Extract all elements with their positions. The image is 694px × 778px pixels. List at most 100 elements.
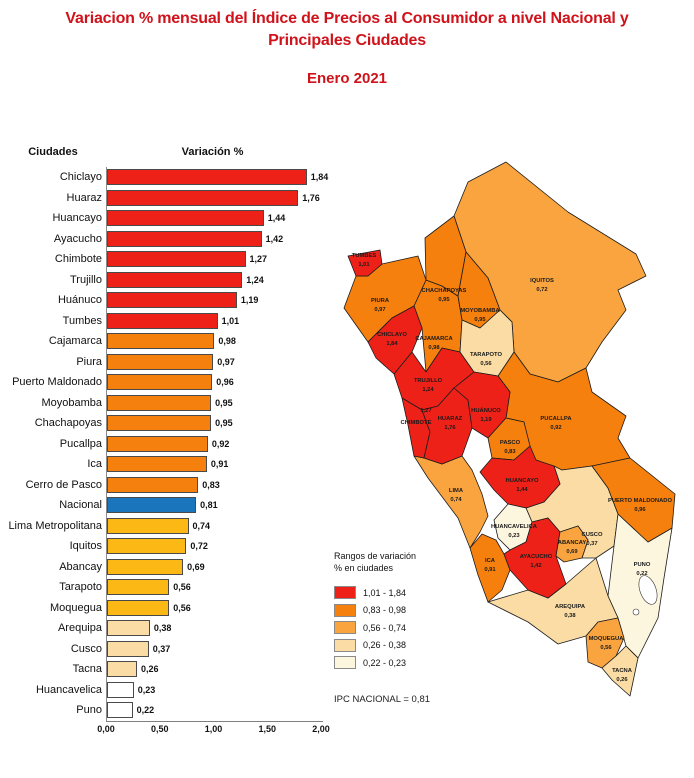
x-tick-label: 0,00 — [97, 723, 115, 734]
bar-value: 1,44 — [267, 213, 286, 224]
bar-row: Chimbote 1,27 — [2, 249, 334, 270]
bar-track: 0,95 — [106, 392, 334, 413]
bar-value: 0,74 — [192, 520, 211, 531]
city-label: Trujillo — [70, 273, 102, 286]
bar — [107, 210, 264, 227]
map-label-chimbote: CHIMBOTE — [401, 420, 432, 426]
legend-item: 0,56 - 0,74 — [334, 619, 454, 637]
map-label-pucallpa: PUCALLPA — [540, 416, 572, 422]
bar — [107, 374, 213, 391]
bar — [107, 497, 197, 514]
x-axis-line — [106, 720, 323, 722]
legend-item: 0,22 - 0,23 — [334, 654, 454, 672]
legend-label: 0,22 - 0,23 — [363, 657, 407, 668]
bar-track: 0,74 — [106, 515, 334, 536]
map-legend-items: 1,01 - 1,84 0,83 - 0,98 0,56 - 0,74 0,26 - … — [334, 584, 454, 672]
city-label: Abancay — [59, 560, 102, 573]
bar-value: 0,69 — [187, 561, 205, 572]
bar-row: Huancayo 1,44 — [2, 208, 334, 229]
bar-track: 0,37 — [106, 638, 334, 659]
bar — [107, 292, 237, 309]
map-label-pasco: PASCO — [500, 440, 521, 446]
map-value-ayacucho: 1,42 — [530, 563, 541, 569]
map-value-moquegua: 0,56 — [600, 645, 612, 651]
map-region-tacna — [601, 645, 639, 697]
bar — [107, 251, 246, 268]
bar — [107, 640, 149, 657]
bar — [107, 558, 184, 575]
map-value-tarapoto: 0,56 — [480, 361, 492, 367]
bar-track: 1,19 — [106, 290, 334, 311]
map-value-iquitos: 0,72 — [536, 287, 547, 293]
map-label-huaraz: HUARAZ — [438, 416, 463, 422]
bar-value: 0,96 — [216, 377, 234, 388]
city-label: Ayacucho — [53, 232, 102, 245]
bar-track: 0,97 — [106, 351, 334, 372]
bar-row: Iquitos 0,72 — [2, 536, 334, 557]
bar — [107, 353, 214, 370]
city-label: Ica — [87, 458, 102, 471]
bar-value: 0,97 — [217, 356, 235, 367]
map-label-tarapoto: TARAPOTO — [470, 352, 502, 358]
legend-label: 0,83 - 0,98 — [363, 605, 407, 616]
map-value-chachapoyas: 0,95 — [438, 297, 450, 303]
bar — [107, 394, 212, 411]
map-label-huancavelica: HUANCAVELICA — [491, 524, 538, 530]
city-label: Tarapoto — [59, 581, 102, 594]
legend-swatch — [334, 656, 356, 670]
bar-track: 0,92 — [106, 433, 334, 454]
bar — [107, 312, 218, 329]
bar-value: 0,23 — [137, 684, 156, 695]
page-period: Enero 2021 — [306, 70, 388, 87]
bar-row: Lima Metropolitana 0,74 — [2, 515, 334, 536]
map-value-chimbote: 1,27 — [420, 408, 431, 414]
legend-swatch — [334, 638, 356, 652]
map-value-pucallpa: 0,92 — [550, 425, 561, 431]
bar-track: 1,01 — [106, 310, 334, 331]
legend-item: 0,83 - 0,98 — [334, 602, 454, 620]
legend-label: 1,01 - 1,84 — [363, 587, 407, 598]
bar-row: Huancavelica 0,23 — [2, 679, 334, 700]
bar-value: 0,38 — [153, 623, 172, 634]
bar — [107, 661, 137, 678]
bar-chart: Ciudades Variación % Chiclayo 1,84 Huaraz 1… — [2, 146, 334, 738]
map-label-cusco: CUSCO — [582, 532, 603, 538]
bar-row: Nacional 0,81 — [2, 495, 334, 516]
bar — [107, 681, 134, 698]
map-label-cajamarca: CAJAMARCA — [415, 336, 453, 342]
map-label-puno: PUNO — [634, 562, 651, 568]
bar-value: 0,56 — [173, 582, 191, 593]
bar — [107, 456, 207, 473]
city-label: Pucallpa — [59, 437, 102, 450]
bar-row: Tarapoto 0,56 — [2, 577, 334, 598]
map-legend-title: Rangos de variación % en ciudades — [334, 550, 454, 574]
bar-row: Ica 0,91 — [2, 454, 334, 475]
bar-row: Puno 0,22 — [2, 700, 334, 721]
map-label-iquitos: IQUITOS — [530, 278, 554, 284]
bar-track: 0,23 — [106, 679, 334, 700]
bar-track: 0,69 — [106, 556, 334, 577]
city-label: Chiclayo — [59, 171, 102, 184]
city-label: Piura — [76, 355, 102, 368]
city-label: Cusco — [70, 642, 102, 655]
bar-track: 0,56 — [106, 597, 334, 618]
city-label: Moyobamba — [41, 396, 102, 409]
city-label: Moquegua — [50, 601, 102, 614]
city-label: Lima Metropolitana — [8, 519, 102, 532]
city-label: Puerto Maldonado — [12, 376, 102, 389]
map-label-piura: PIURA — [371, 298, 390, 304]
bar-value: 1,84 — [310, 172, 329, 183]
map-region-puerto-maldonado — [591, 457, 676, 543]
map-label-huanuco: HUÁNUCO — [471, 407, 501, 414]
bar-value: 1,19 — [240, 295, 259, 306]
bar-value: 0,56 — [173, 602, 191, 613]
map-region-tumbes — [347, 249, 383, 277]
map-legend-title-line1: Rangos de variación — [334, 551, 417, 561]
peru-map: TUMBES 1,01 PIURA 0,97 CHICLAYO 1,84 CAJAMARCA… — [343, 161, 676, 697]
city-label: Iquitos — [69, 540, 102, 553]
bar-value: 0,95 — [215, 418, 233, 429]
bar-row: Ayacucho 1,42 — [2, 228, 334, 249]
bar — [107, 579, 170, 596]
bar-row: Cusco 0,37 — [2, 638, 334, 659]
column-header-variation: Variación % — [181, 146, 244, 158]
